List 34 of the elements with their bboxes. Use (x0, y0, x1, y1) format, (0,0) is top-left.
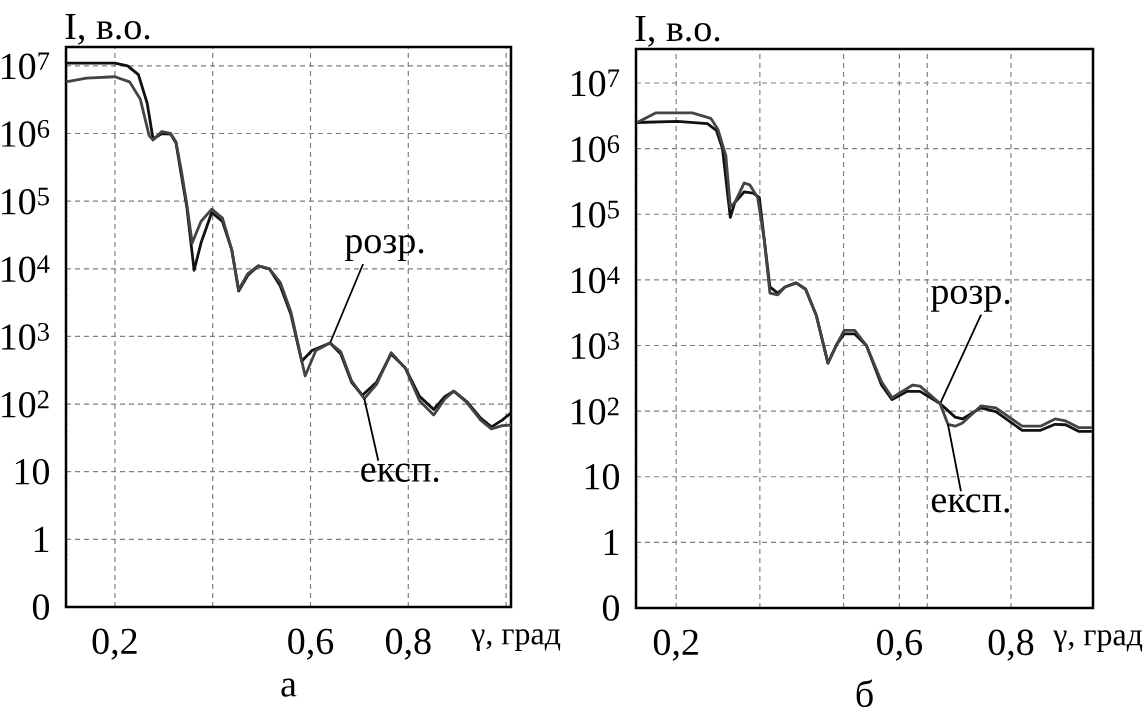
series-label: експ. (361, 463, 439, 483)
y-tick-label: 10$^{6}$ (2, 119, 50, 147)
y-tick-label: 10$^{3}$ (2, 322, 49, 350)
x-tick-label: 0,6 (877, 629, 922, 661)
x-tick-label: 0,6 (288, 628, 334, 660)
y-tick-label: 10$^{2}$ (572, 397, 619, 425)
x-tick-label: 0,2 (92, 628, 137, 660)
y-tick-label: 10$^{3}$ (572, 331, 619, 360)
y-tick-label: 10$^{2}$ (2, 390, 49, 418)
y-tick-label: 0 (32, 594, 50, 620)
series-label: експ. (931, 494, 1010, 513)
y-tick-label: 1 (604, 529, 619, 555)
text: а (281, 678, 297, 697)
series-label: розр. (930, 285, 1010, 312)
x-axis-title: γ, град (1053, 630, 1143, 653)
y-tick-label: 10 (585, 463, 620, 490)
series-label: розр. (344, 235, 424, 262)
y-axis-title: I, в.о. (65, 14, 150, 45)
y-tick-label: 10 (15, 458, 50, 485)
x-tick-label: 0,8 (386, 628, 431, 660)
y-tick-label: 1 (34, 526, 49, 552)
y-tick-label: 10$^{4}$ (2, 255, 50, 283)
x-axis-title: γ, град (471, 629, 561, 652)
y-tick-label: 0 (602, 595, 620, 621)
y-tick-label: 10$^{6}$ (572, 135, 620, 163)
y-tick-label: 10$^{7}$ (2, 52, 50, 80)
y-tick-label: 10$^{4}$ (572, 266, 620, 294)
x-tick-label: 0,8 (988, 629, 1034, 661)
y-axis-title: I, в.о. (635, 16, 720, 47)
text: б (856, 679, 873, 708)
x-tick-label: 0,2 (653, 629, 698, 661)
y-tick-label: 10$^{5}$ (2, 187, 49, 215)
y-tick-label: 10$^{5}$ (572, 200, 619, 228)
y-tick-label: 10$^{7}$ (572, 69, 620, 97)
